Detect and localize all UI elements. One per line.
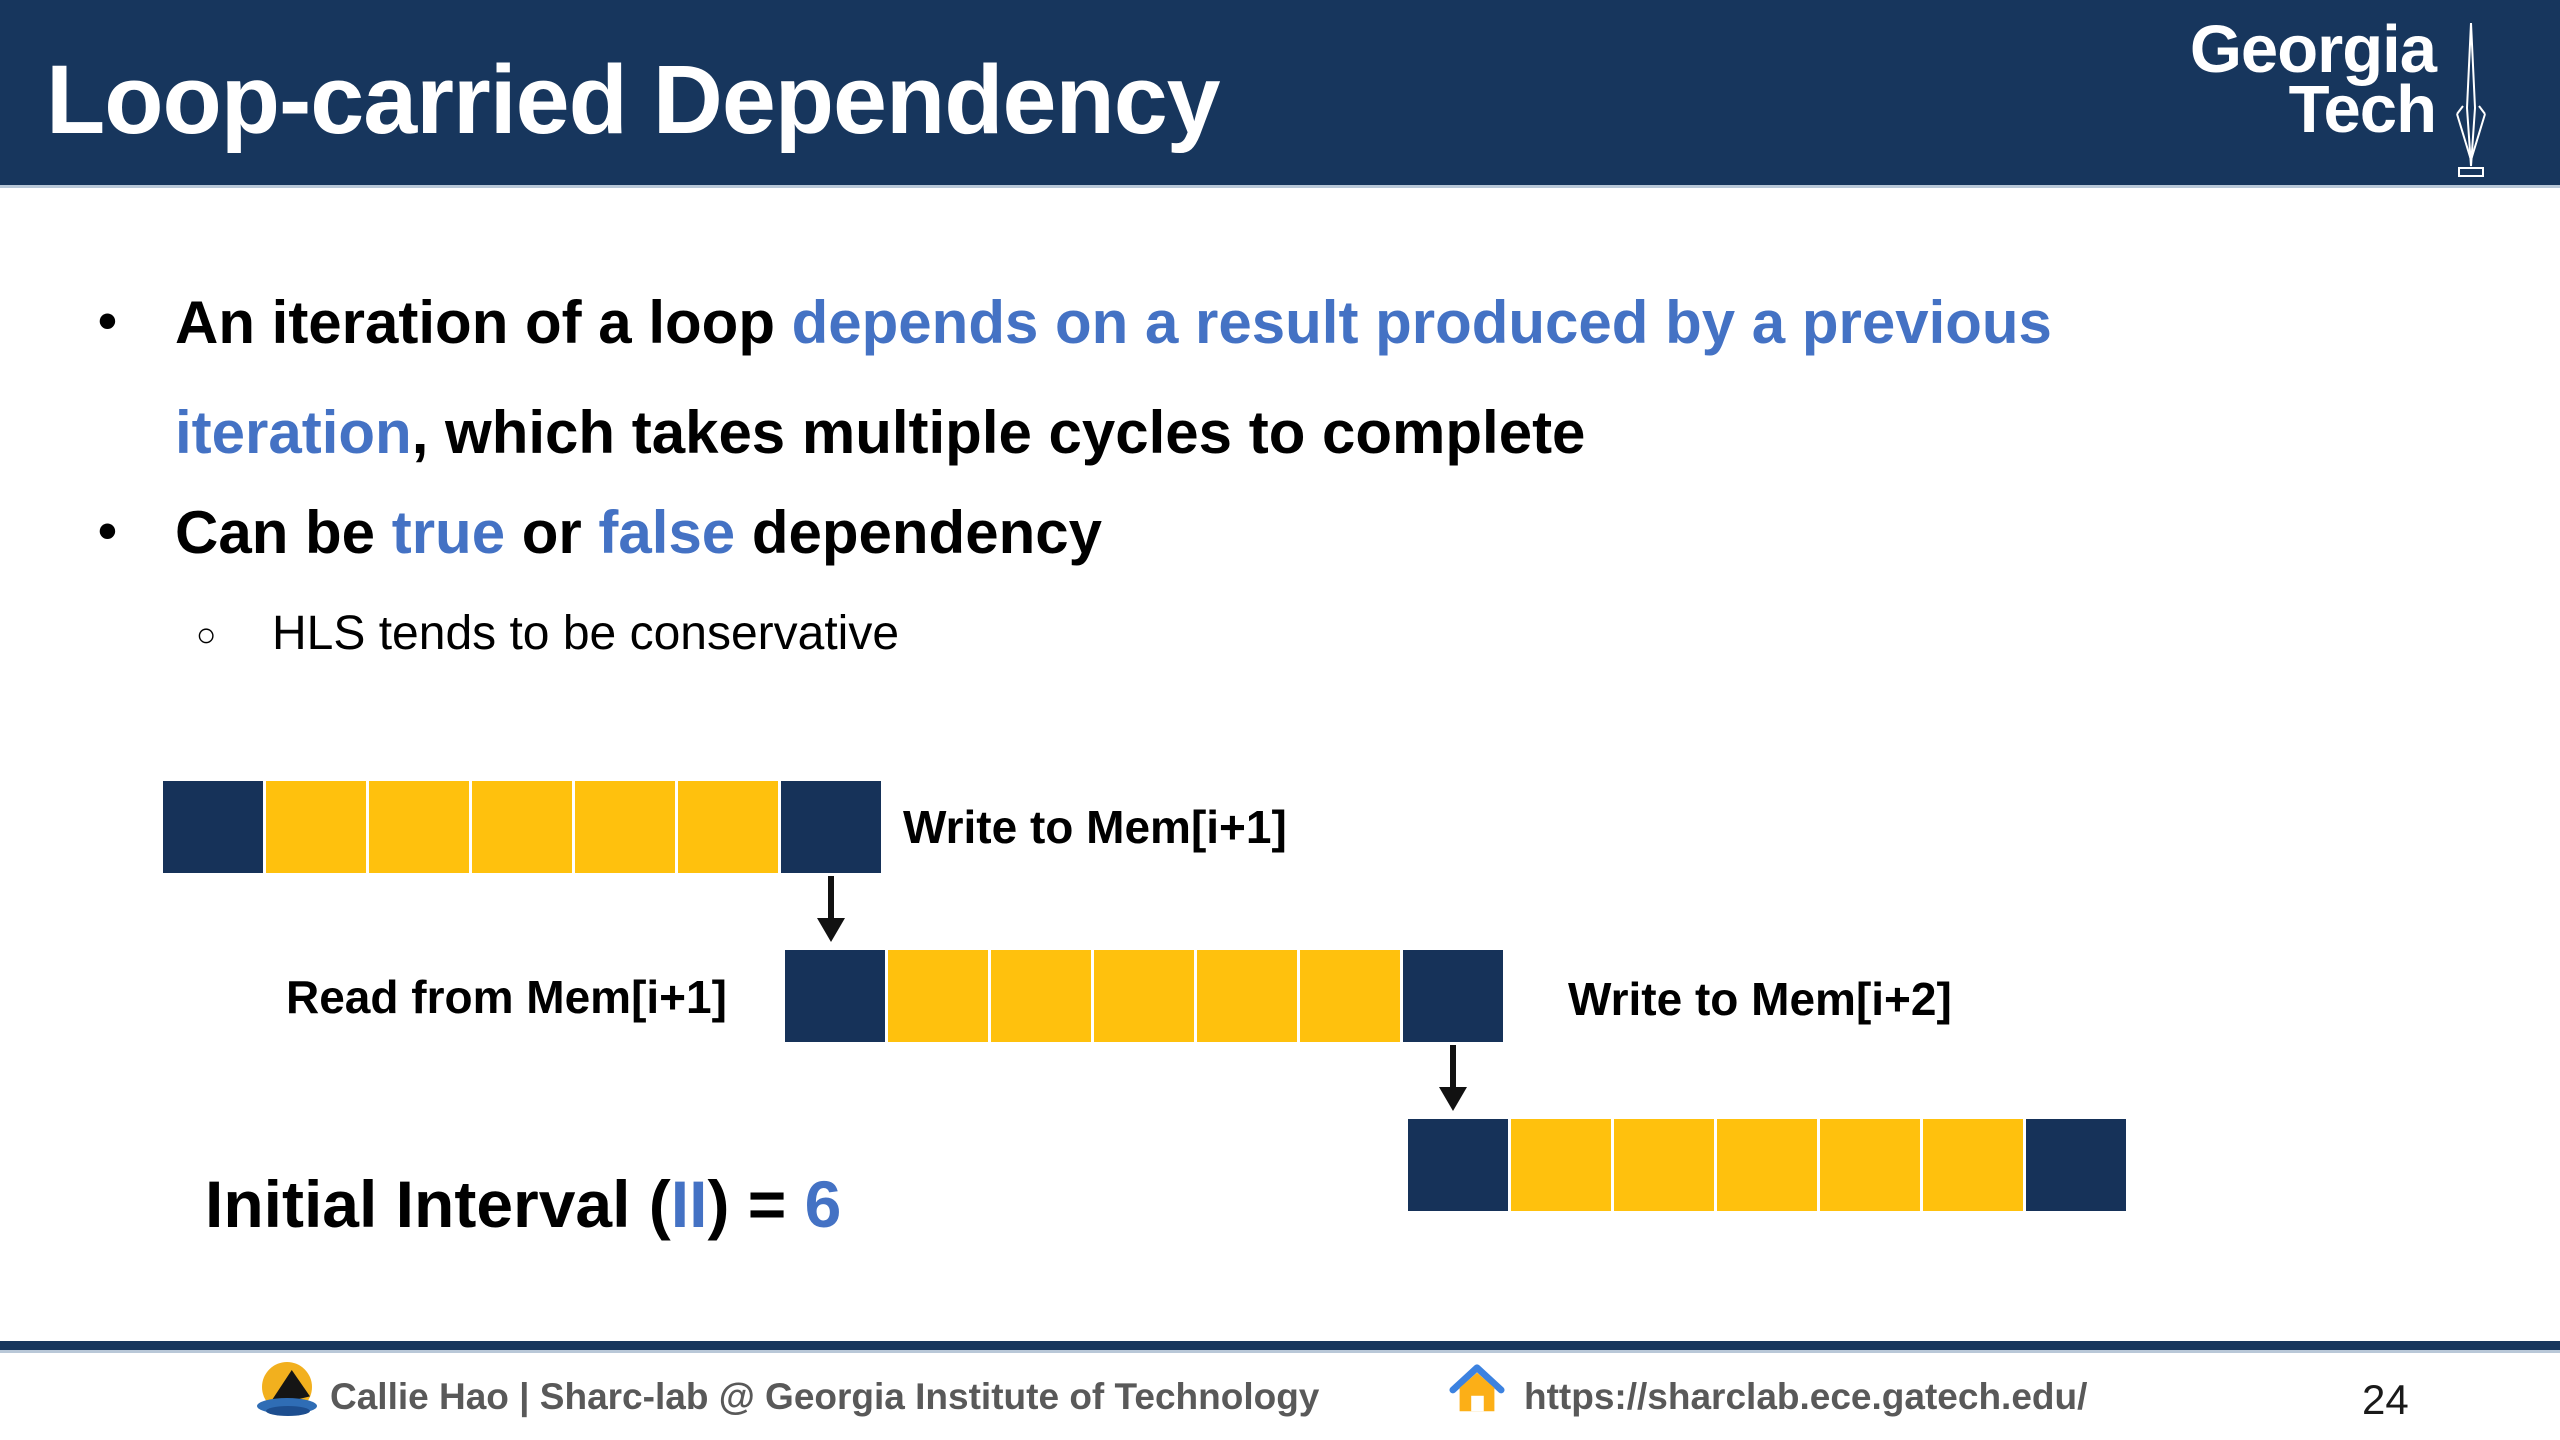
pipeline-cell-gold (1094, 950, 1194, 1042)
pipeline-bar-iteration-1 (163, 781, 881, 873)
tech-tower-icon (2456, 22, 2486, 177)
home-icon (1449, 1364, 1505, 1412)
label-read-mem-i1: Read from Mem[i+1] (286, 971, 727, 1023)
sharc-lab-logo (257, 1362, 317, 1418)
bullet-1-text-black-2: , which takes multiple cycles to complet… (411, 399, 1586, 466)
bullet-2-seg2: or (505, 499, 599, 566)
pipeline-cell-gold (1717, 1119, 1817, 1211)
bullet-1-text-blue-2: iteration (175, 399, 412, 466)
ii-mid: ) = (707, 1167, 805, 1241)
pipeline-cell-navy (2026, 1119, 2126, 1211)
pipeline-cell-gold (1923, 1119, 2023, 1211)
bullet-1-text-black: An iteration of a loop (175, 289, 792, 356)
pipeline-cell-gold (575, 781, 675, 873)
pipeline-cell-gold (888, 950, 988, 1042)
pipeline-cell-navy (781, 781, 881, 873)
bullet-1-line-2: iteration, which takes multiple cycles t… (175, 398, 1585, 467)
bullet-2-false: false (598, 499, 736, 566)
sub-bullet-text: HLS tends to be conservative (272, 607, 900, 660)
pipeline-cell-gold (1820, 1119, 1920, 1211)
dependency-arrow-1 (817, 876, 845, 942)
pipeline-cell-navy (1408, 1119, 1508, 1211)
bullet-2-seg1: Can be (175, 499, 392, 566)
sub-bullet-marker: ○ (196, 616, 217, 654)
footer-author: Callie Hao | Sharc-lab @ Georgia Institu… (330, 1376, 1320, 1417)
pipeline-cell-gold (1614, 1119, 1714, 1211)
pipeline-cell-gold (1300, 950, 1400, 1042)
ii-value: 6 (804, 1167, 842, 1241)
ii-abbrev: II (670, 1167, 708, 1241)
footer-divider (0, 1341, 2560, 1353)
bullet-2-seg3: dependency (735, 499, 1102, 566)
page-number: 24 (2362, 1376, 2409, 1423)
wave-shadow-icon (266, 1406, 310, 1416)
pipeline-cell-navy (1403, 950, 1503, 1042)
bullet-2-line: Can be true or false dependency (175, 498, 1102, 567)
pipeline-cell-gold (369, 781, 469, 873)
logo-word-tech: Tech (2288, 72, 2437, 147)
pipeline-cell-gold (678, 781, 778, 873)
label-write-mem-i2: Write to Mem[i+2] (1568, 973, 1952, 1025)
pipeline-cell-gold (472, 781, 572, 873)
pipeline-cell-gold (1197, 950, 1297, 1042)
page-title: Loop-carried Dependency (46, 45, 1221, 154)
dependency-arrow-2 (1439, 1045, 1467, 1111)
initial-interval-label: Initial Interval (II) = 6 (205, 1166, 841, 1242)
header-bar: Loop-carried Dependency Georgia Tech (0, 0, 2560, 188)
bullet-marker: • (98, 501, 117, 561)
georgia-tech-logo-text: Georgia Tech (2189, 12, 2437, 147)
bullet-marker: • (98, 291, 117, 351)
ii-pre: Initial Interval ( (205, 1167, 671, 1241)
pipeline-cell-navy (163, 781, 263, 873)
georgia-tech-logo: Georgia Tech (2189, 12, 2494, 186)
logo-word-georgia: Georgia (2189, 12, 2437, 87)
pipeline-cell-gold (991, 950, 1091, 1042)
pipeline-bar-iteration-3 (1408, 1119, 2126, 1211)
pipeline-bar-iteration-2 (785, 950, 1503, 1042)
bullet-2-true: true (391, 499, 506, 566)
bullet-1-line-1: An iteration of a loop depends on a resu… (175, 288, 2052, 357)
pipeline-cell-gold (266, 781, 366, 873)
pipeline-cell-navy (785, 950, 885, 1042)
label-write-mem-i1: Write to Mem[i+1] (903, 801, 1287, 853)
bullet-1-text-blue: depends on a result produced by a previo… (791, 289, 2052, 356)
pipeline-cell-gold (1511, 1119, 1611, 1211)
footer-url: https://sharclab.ece.gatech.edu/ (1524, 1376, 2088, 1417)
